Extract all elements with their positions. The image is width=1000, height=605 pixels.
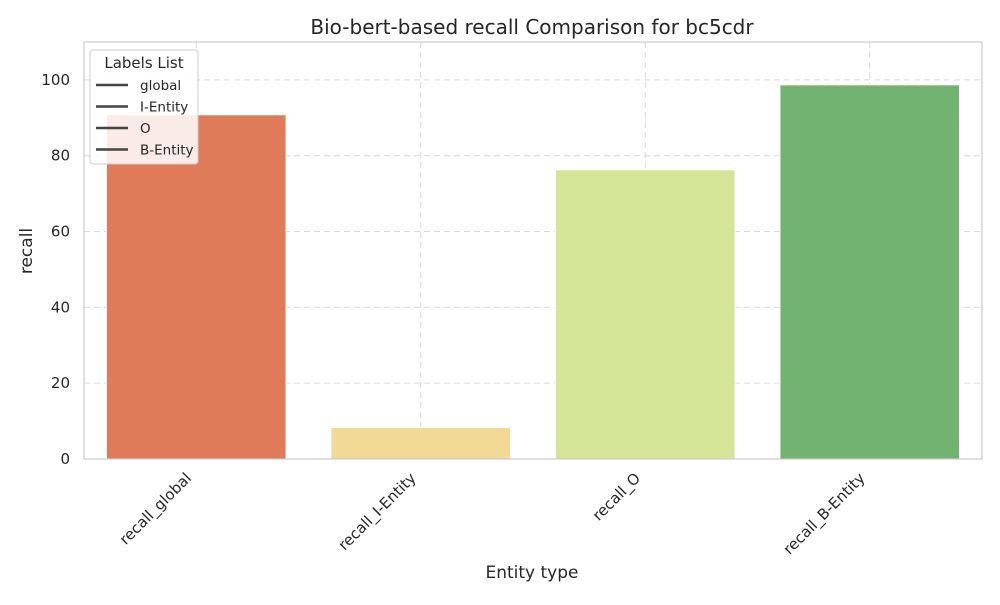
bars-group — [105, 84, 961, 460]
y-tick-labels: 0 20 40 60 80 100 — [41, 71, 70, 468]
y-tick-label: 20 — [51, 374, 70, 392]
y-tick-label: 0 — [60, 450, 70, 468]
y-axis-label: recall — [17, 228, 37, 274]
legend-entry-label: I-Entity — [140, 100, 188, 116]
y-tick-label: 60 — [51, 223, 70, 241]
x-tick-label: recall_O — [589, 469, 645, 525]
legend: Labels List global I-Entity O B-Entity — [89, 49, 199, 165]
y-tick-label: 100 — [41, 71, 70, 89]
plot-frame — [83, 41, 983, 460]
bar-recall_global — [105, 114, 287, 460]
legend-entry-label: global — [140, 78, 181, 94]
y-tick-label: 40 — [51, 298, 70, 316]
x-tick-label: recall_B-Entity — [780, 469, 870, 559]
legend-box — [89, 49, 199, 165]
x-axis-label: Entity type — [485, 563, 578, 583]
chart-title: Bio-bert-based recall Comparison for bc5… — [310, 15, 754, 39]
x-tick-labels: recall_global recall_I-Entity recall_O reca… — [116, 469, 870, 559]
x-tick-label: recall_I-Entity — [335, 469, 421, 555]
legend-entries: global I-Entity O B-Entity — [96, 78, 194, 159]
legend-entry-label: B-Entity — [140, 143, 194, 159]
bar-recall_i-entity — [330, 427, 512, 460]
x-tick-label: recall_global — [116, 469, 196, 549]
bar-recall_o — [554, 169, 736, 460]
legend-title: Labels List — [104, 54, 183, 72]
y-tick-label: 80 — [51, 147, 70, 165]
bar-recall_b-entity — [779, 84, 961, 460]
legend-entry-label: O — [140, 121, 151, 137]
